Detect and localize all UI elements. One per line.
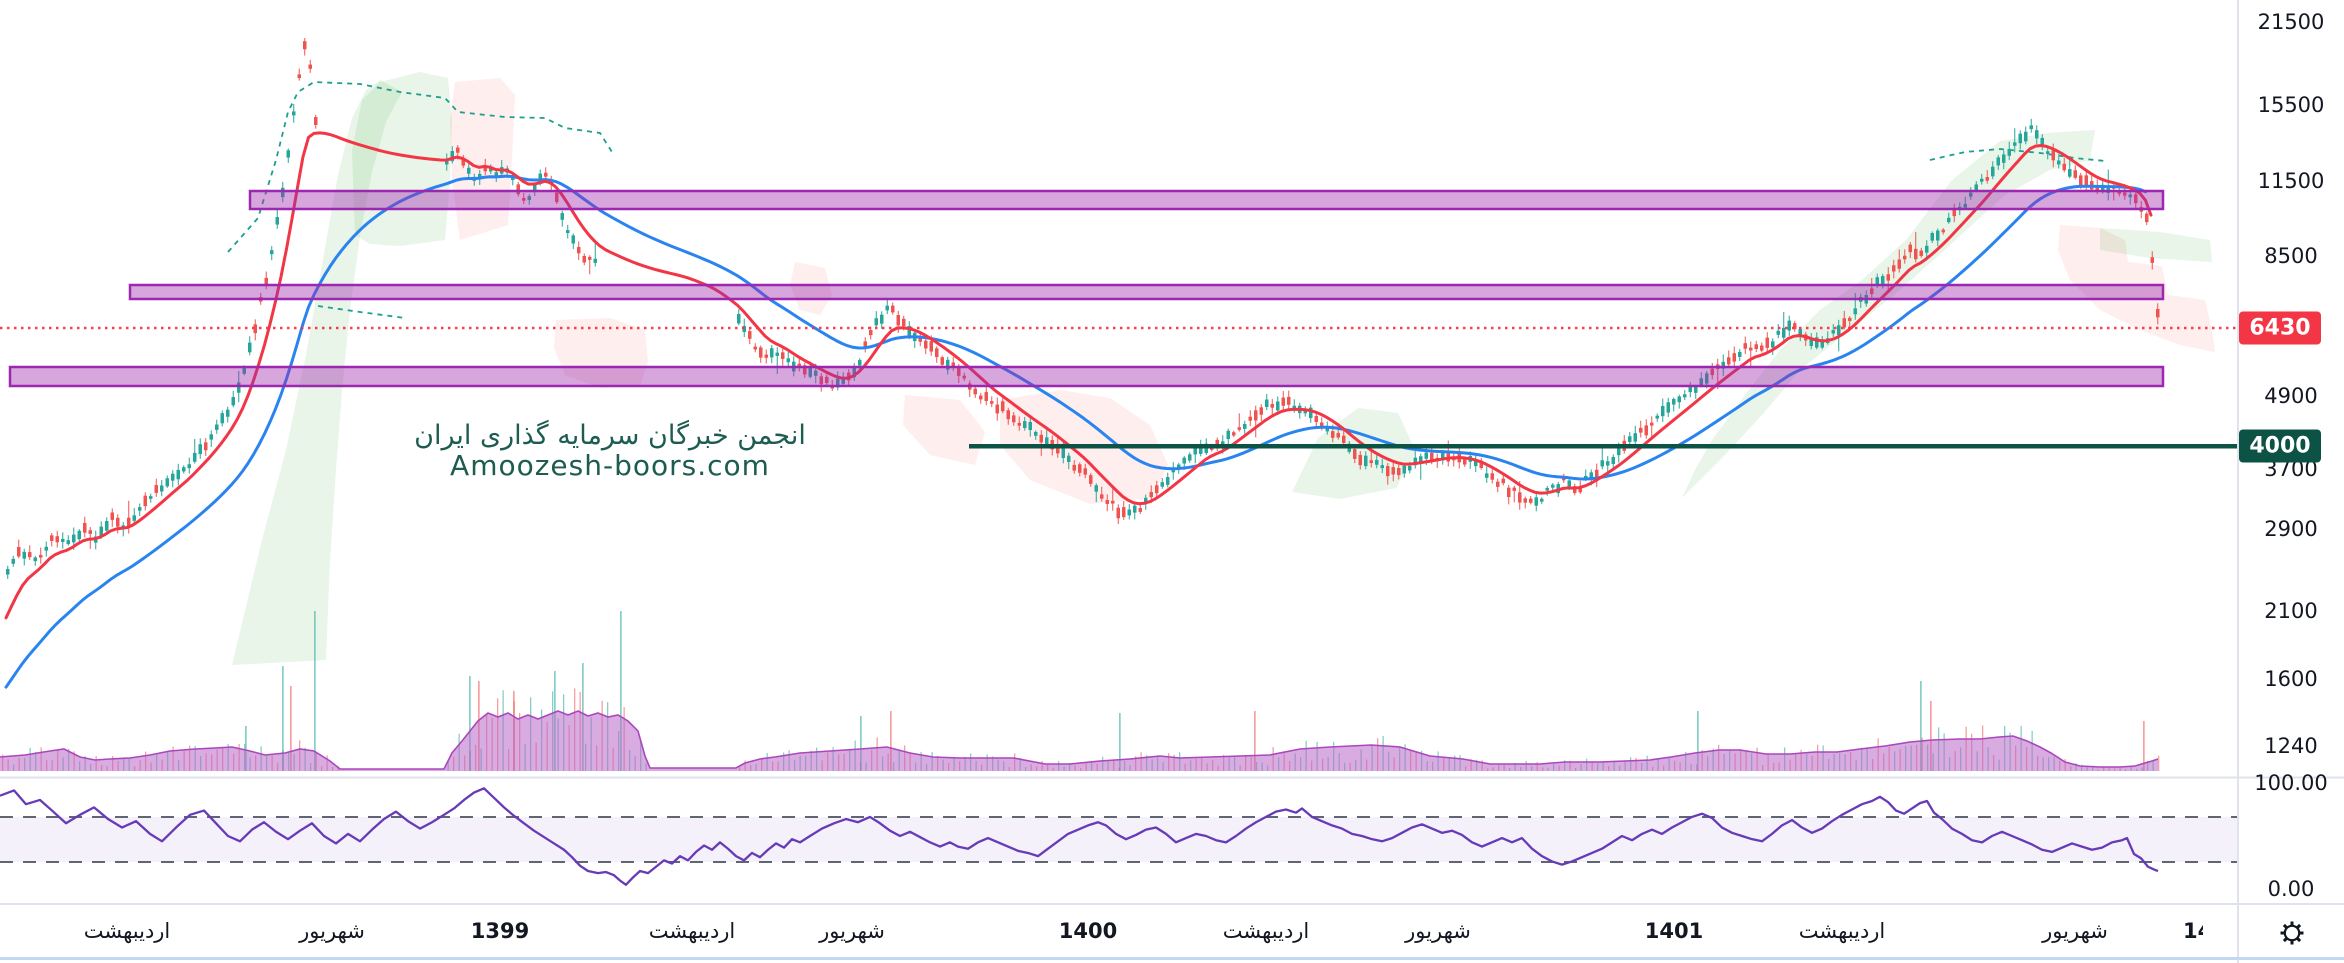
price-tick-15500: 15500: [2257, 93, 2325, 117]
last-price-badge: 6430: [2239, 311, 2321, 345]
price-tick-8500: 8500: [2264, 244, 2318, 268]
price-tick-2100: 2100: [2264, 599, 2318, 623]
support-line-price-badge: 4000: [2239, 429, 2321, 463]
time-label-اردیبهشت: اردیبهشت: [1222, 919, 1310, 943]
time-label-اردیبهشت: اردیبهشت: [648, 919, 736, 943]
time-label-1400: 1400: [1058, 919, 1118, 943]
price-tick-2900: 2900: [2264, 517, 2318, 541]
time-label-شهریور: شهریور: [819, 919, 885, 943]
time-label-اردیبهشت: اردیبهشت: [83, 919, 171, 943]
oscillator-scale-top: 100.00: [2254, 771, 2328, 795]
time-label-اردیبهشت: اردیبهشت: [1798, 919, 1886, 943]
time-label-شهریور: شهریور: [2042, 919, 2108, 943]
time-label-1401: 1401: [1644, 919, 1704, 943]
time-label-1402: 1402: [2183, 919, 2203, 943]
gear-sun-icon[interactable]: [2277, 918, 2307, 948]
oscillator-scale-bottom: 0.00: [2267, 877, 2315, 901]
price-tick-1240: 1240: [2264, 734, 2318, 758]
price-tick-1600: 1600: [2264, 667, 2318, 691]
price-tick-11500: 11500: [2257, 169, 2325, 193]
time-label-1399: 1399: [470, 919, 530, 943]
time-label-شهریور: شهریور: [299, 919, 365, 943]
time-label-شهریور: شهریور: [1405, 919, 1471, 943]
price-tick-21500: 21500: [2257, 10, 2325, 34]
price-tick-4900: 4900: [2264, 384, 2318, 408]
